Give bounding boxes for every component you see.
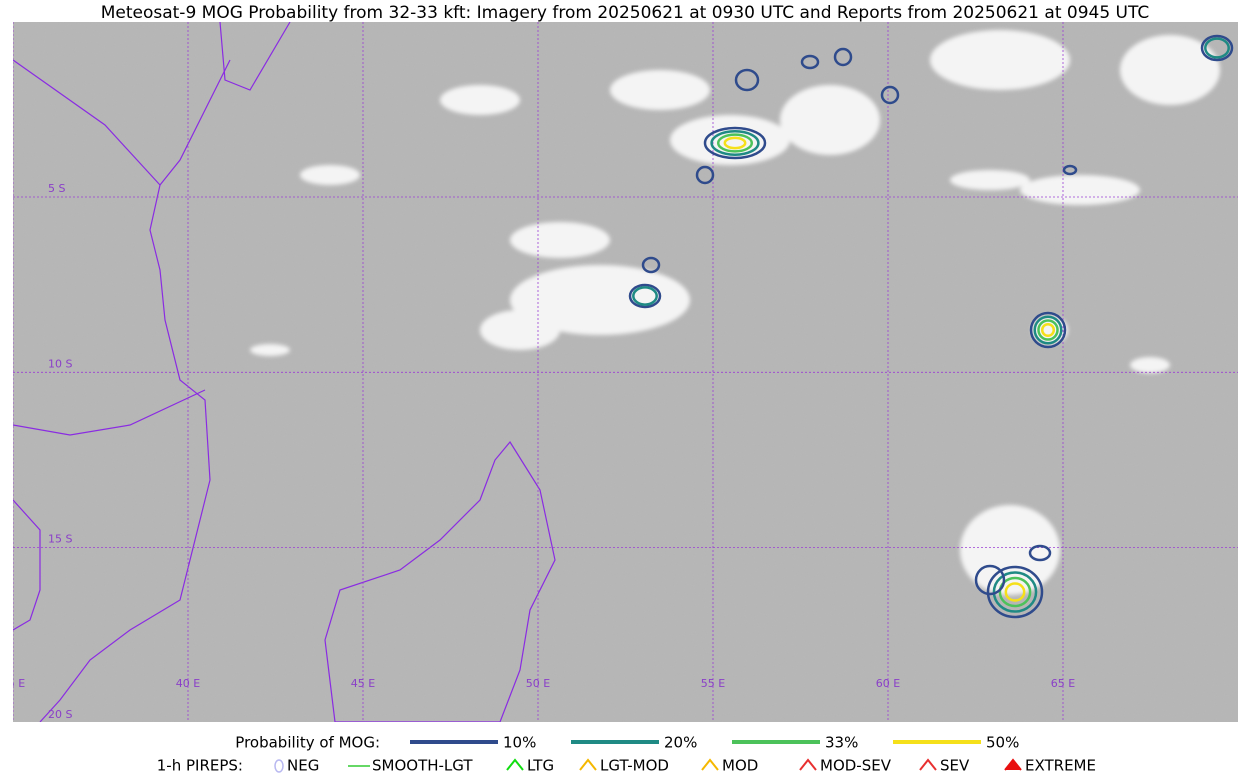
- contour: [1004, 582, 1026, 602]
- legend-label: EXTREME: [1025, 757, 1096, 775]
- legend-heading: Probability of MOG:: [235, 734, 380, 752]
- lat-label: 15 S: [48, 533, 72, 546]
- contour: [716, 133, 754, 153]
- contour: [1033, 315, 1063, 345]
- legend-symbol: [701, 758, 719, 771]
- contour: [695, 165, 715, 185]
- legend: Probability of MOG: 10% 20% 33% 50% 1-h PIREP…: [157, 734, 1096, 775]
- lon-label: 50 E: [526, 677, 550, 690]
- contour: [800, 54, 820, 70]
- mog-contours: [628, 34, 1234, 619]
- title: Meteosat-9 MOG Probability from 32-33 kf…: [101, 3, 1150, 23]
- lon-label: 35 E: [1, 677, 25, 690]
- legend-symbol: [799, 758, 817, 771]
- legend-symbol: [274, 759, 284, 773]
- legend-label: SEV: [940, 757, 970, 775]
- lon-label: 65 E: [1051, 677, 1075, 690]
- lon-label: 45 E: [351, 677, 375, 690]
- contour: [641, 256, 661, 274]
- legend-label: LTG: [527, 757, 554, 775]
- map: 35 E 40 E 45 E 50 E 55 E 60 E 65 E 5 S 10 S 15 S 2…: [1, 22, 1238, 722]
- legend-label: LGT-MOD: [600, 757, 669, 775]
- coastlines: [13, 22, 556, 722]
- contour: [833, 47, 853, 67]
- contour: [986, 565, 1044, 619]
- contour: [628, 283, 662, 309]
- contour: [703, 126, 767, 160]
- legend-label: 33%: [825, 734, 858, 752]
- legend-symbol: [919, 758, 937, 771]
- contour: [1029, 311, 1067, 349]
- contour: [632, 286, 658, 306]
- contour: [992, 571, 1038, 613]
- contour: [1200, 34, 1234, 62]
- contour: [1204, 37, 1230, 59]
- lon-label: 55 E: [701, 677, 725, 690]
- lon-label: 60 E: [876, 677, 900, 690]
- legend-label: NEG: [287, 757, 319, 775]
- contour: [1037, 319, 1059, 341]
- contour: [998, 576, 1032, 608]
- legend-heading: 1-h PIREPS:: [157, 757, 243, 775]
- contour: [1040, 322, 1056, 338]
- lat-label: 10 S: [48, 357, 72, 370]
- contour: [1062, 164, 1078, 176]
- legend-label: MOD: [722, 757, 758, 775]
- legend-label: SMOOTH-LGT: [372, 757, 473, 775]
- contour: [974, 564, 1006, 596]
- contour: [880, 85, 900, 105]
- contour: [1028, 544, 1052, 562]
- lat-label: 5 S: [48, 182, 65, 195]
- lon-label: 40 E: [176, 677, 200, 690]
- legend-symbol: [579, 758, 597, 771]
- legend-label: 10%: [503, 734, 536, 752]
- lat-label: 20 S: [48, 708, 72, 721]
- legend-label: 20%: [664, 734, 697, 752]
- legend-symbol: [506, 758, 524, 771]
- legend-label: 50%: [986, 734, 1019, 752]
- contour: [710, 130, 760, 156]
- legend-symbol: [1004, 758, 1022, 771]
- contour: [734, 68, 760, 92]
- legend-label: MOD-SEV: [820, 757, 892, 775]
- contour: [723, 136, 747, 150]
